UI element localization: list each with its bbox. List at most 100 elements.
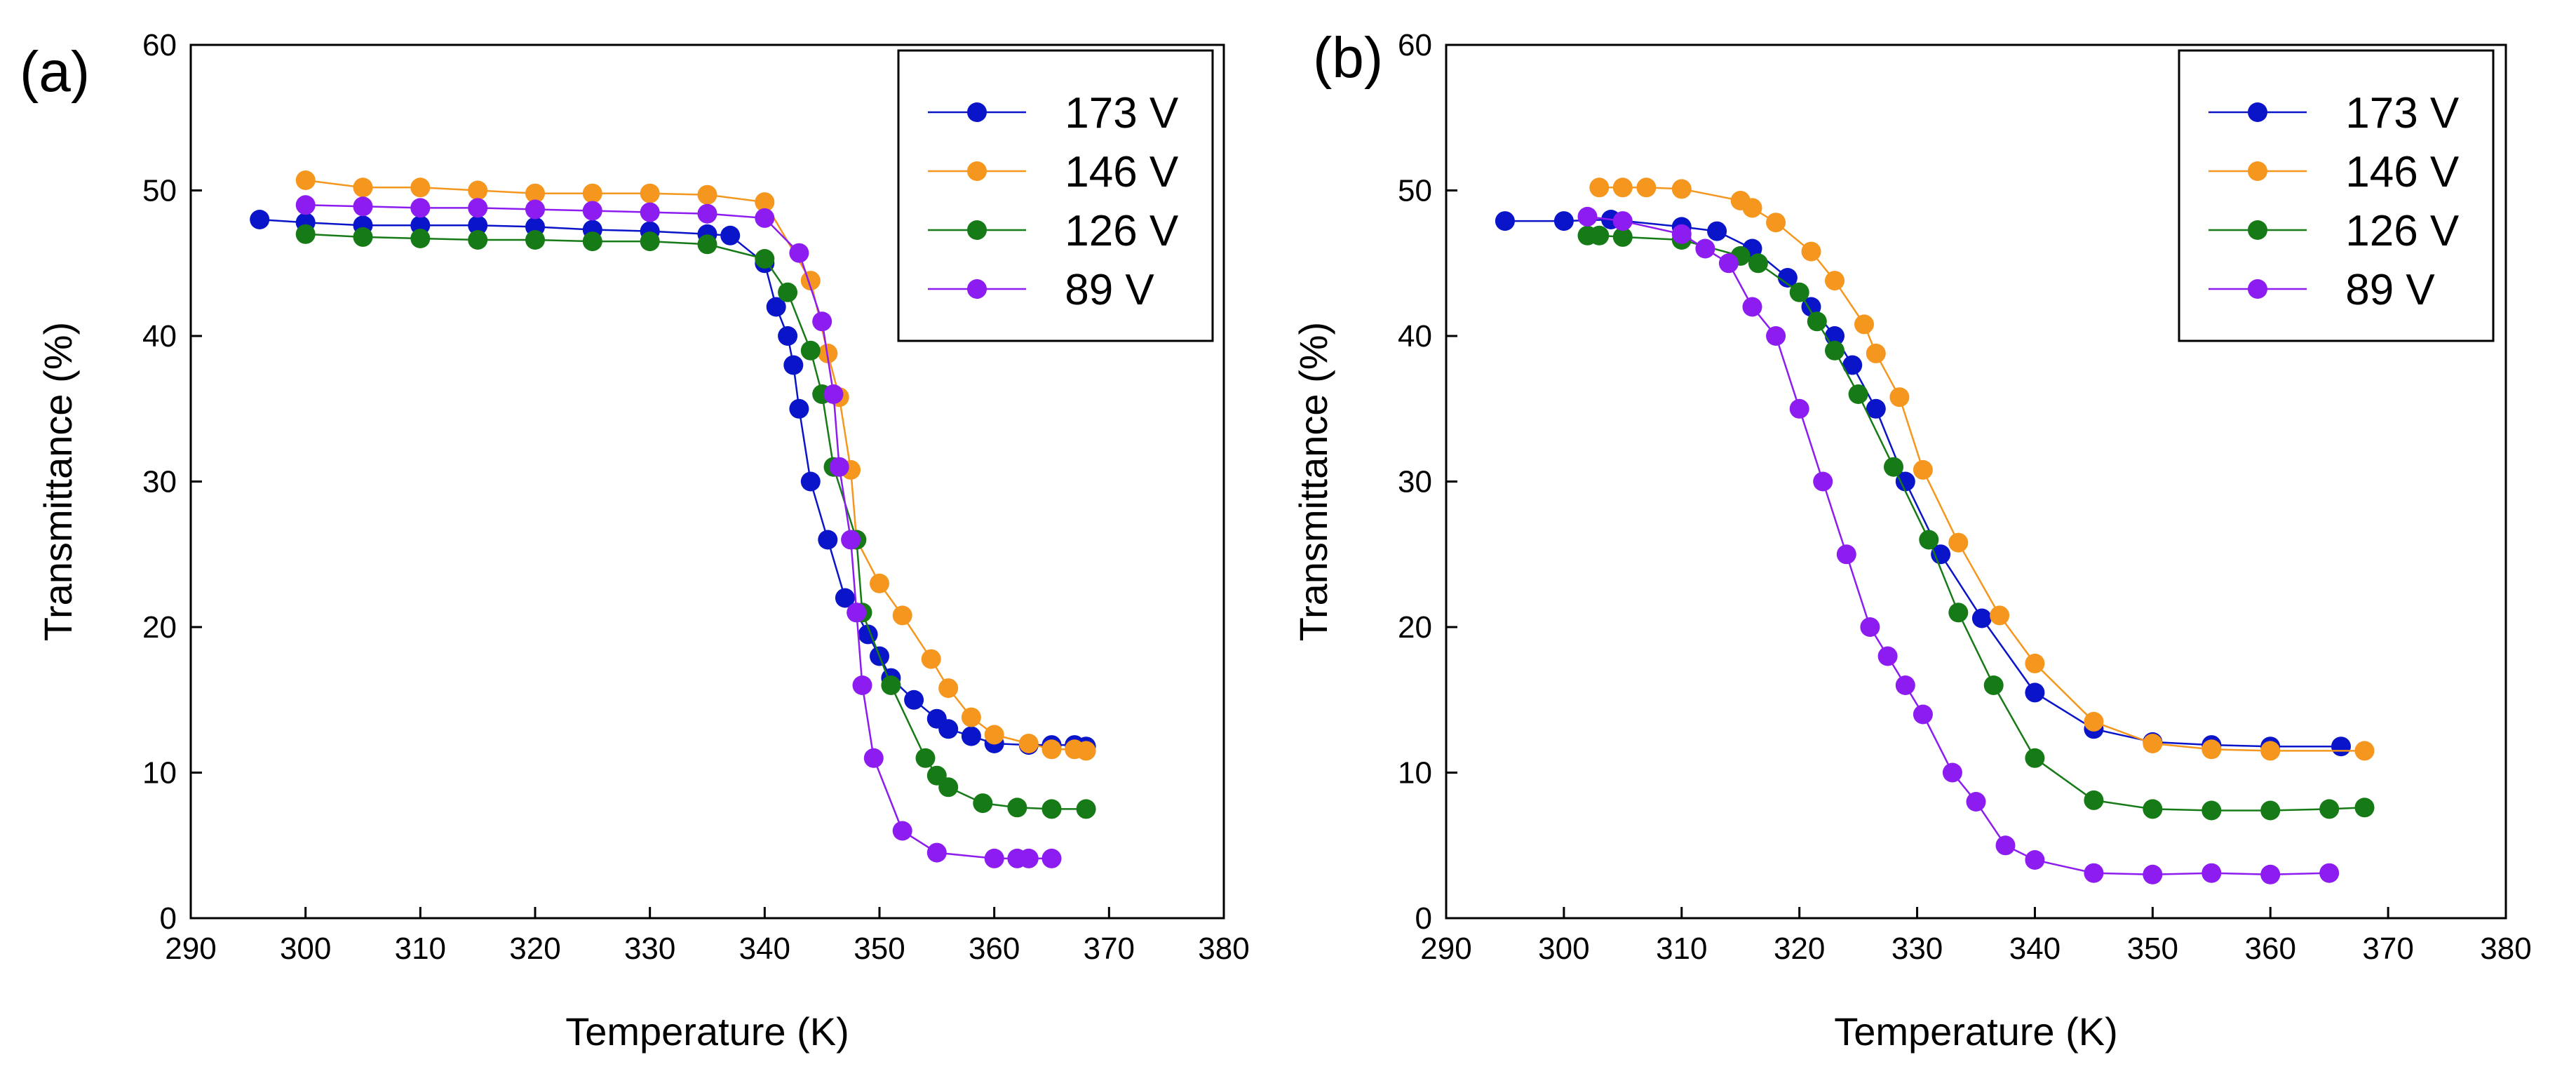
x-tick-label: 330 (1891, 931, 1943, 966)
data-point (1748, 253, 1768, 274)
data-point (1895, 675, 1915, 695)
x-tick-label: 300 (280, 931, 331, 966)
legend-label: 173 V (1053, 89, 1179, 137)
data-point (410, 177, 431, 198)
x-tick-label: 300 (1538, 931, 1589, 966)
y-tick-label: 10 (1398, 756, 1432, 791)
legend-marker (967, 220, 987, 240)
data-point (812, 311, 832, 332)
series-126-v (295, 224, 1096, 819)
data-point (892, 821, 912, 841)
data-point (1007, 798, 1027, 818)
data-point (2260, 800, 2281, 821)
data-point (2143, 734, 2163, 753)
data-point (1041, 848, 1062, 868)
data-point (1495, 211, 1515, 231)
data-point (1990, 605, 2010, 626)
data-point (2025, 850, 2045, 870)
y-tick-label: 0 (160, 901, 177, 936)
x-tick-label: 320 (509, 931, 560, 966)
data-point (961, 707, 981, 727)
x-tick-label: 310 (395, 931, 446, 966)
data-point (1983, 675, 2004, 695)
data-point (2025, 653, 2045, 673)
y-tick-label: 60 (142, 28, 177, 62)
data-point (2084, 711, 2104, 732)
x-tick-label: 360 (969, 931, 1020, 966)
x-tick-label: 340 (2009, 931, 2061, 966)
x-tick-label: 380 (2480, 931, 2531, 966)
data-point (778, 326, 798, 346)
y-tick-label: 40 (1398, 319, 1432, 354)
series-126-v (1577, 225, 2375, 821)
data-point (1948, 603, 1969, 623)
data-point (1913, 459, 1933, 480)
data-point (410, 229, 431, 248)
data-point (800, 340, 821, 361)
data-point (863, 748, 884, 768)
data-point (582, 183, 602, 203)
data-point (1766, 213, 1786, 233)
data-point (1789, 282, 1809, 302)
data-point (2260, 741, 2281, 761)
data-point (1589, 177, 1610, 198)
data-point (1671, 179, 1692, 199)
y-tick-label: 20 (1398, 610, 1432, 645)
y-tick-label: 40 (142, 319, 177, 354)
data-point (1612, 211, 1633, 231)
data-point (1695, 238, 1715, 259)
data-point (823, 384, 844, 404)
data-point (847, 603, 867, 623)
legend-label: 126 V (2333, 207, 2460, 255)
data-point (1612, 177, 1633, 198)
data-point (720, 225, 741, 245)
legend-label: 146 V (2333, 148, 2460, 196)
data-point (1854, 314, 1874, 335)
data-point (2025, 682, 2045, 703)
legend-entry: 173 V (928, 89, 1179, 137)
data-point (1553, 211, 1574, 231)
legend-marker (2248, 279, 2267, 299)
data-point (353, 196, 373, 217)
data-point (1842, 355, 1863, 375)
data-point (1877, 646, 1898, 666)
legend-label: 173 V (2333, 89, 2460, 137)
data-point (881, 675, 901, 695)
data-point (2201, 863, 2222, 883)
data-point (1913, 704, 1933, 725)
data-point (1742, 297, 1762, 317)
data-point (2025, 748, 2045, 768)
data-point (984, 848, 1004, 868)
data-point (697, 184, 717, 205)
data-point (525, 199, 545, 220)
y-tick-label: 50 (1398, 174, 1432, 208)
data-point (1707, 221, 1727, 241)
data-point (468, 198, 488, 218)
legend-entry: 126 V (2209, 207, 2460, 255)
data-point (1966, 792, 1986, 812)
legend-label: 89 V (1053, 266, 1154, 314)
data-point (766, 297, 786, 317)
x-tick-label: 320 (1774, 931, 1825, 966)
data-point (1942, 762, 1962, 783)
legend-marker (2248, 220, 2267, 240)
data-point (2319, 863, 2340, 883)
data-point (915, 748, 936, 768)
panel-label: (b) (1313, 26, 1383, 90)
x-tick-label: 380 (1198, 931, 1249, 966)
legend-label: 126 V (1053, 207, 1179, 255)
y-tick-label: 20 (142, 610, 177, 645)
legend-box (2178, 49, 2495, 342)
data-point (1866, 398, 1886, 419)
x-axis-label: Temperature (K) (565, 1009, 849, 1054)
data-point (1789, 398, 1809, 419)
legend: 173 V 146 V 126 V 89 V (897, 49, 1214, 342)
legend-entry: 173 V (2209, 89, 2460, 137)
y-axis-label: Transmittance (%) (1291, 322, 1335, 641)
x-tick-label: 290 (1420, 931, 1471, 966)
series-89-v (295, 195, 1062, 868)
data-point (755, 208, 775, 228)
y-tick-label: 50 (142, 174, 177, 208)
legend-marker (967, 279, 987, 299)
data-point (1018, 734, 1039, 753)
